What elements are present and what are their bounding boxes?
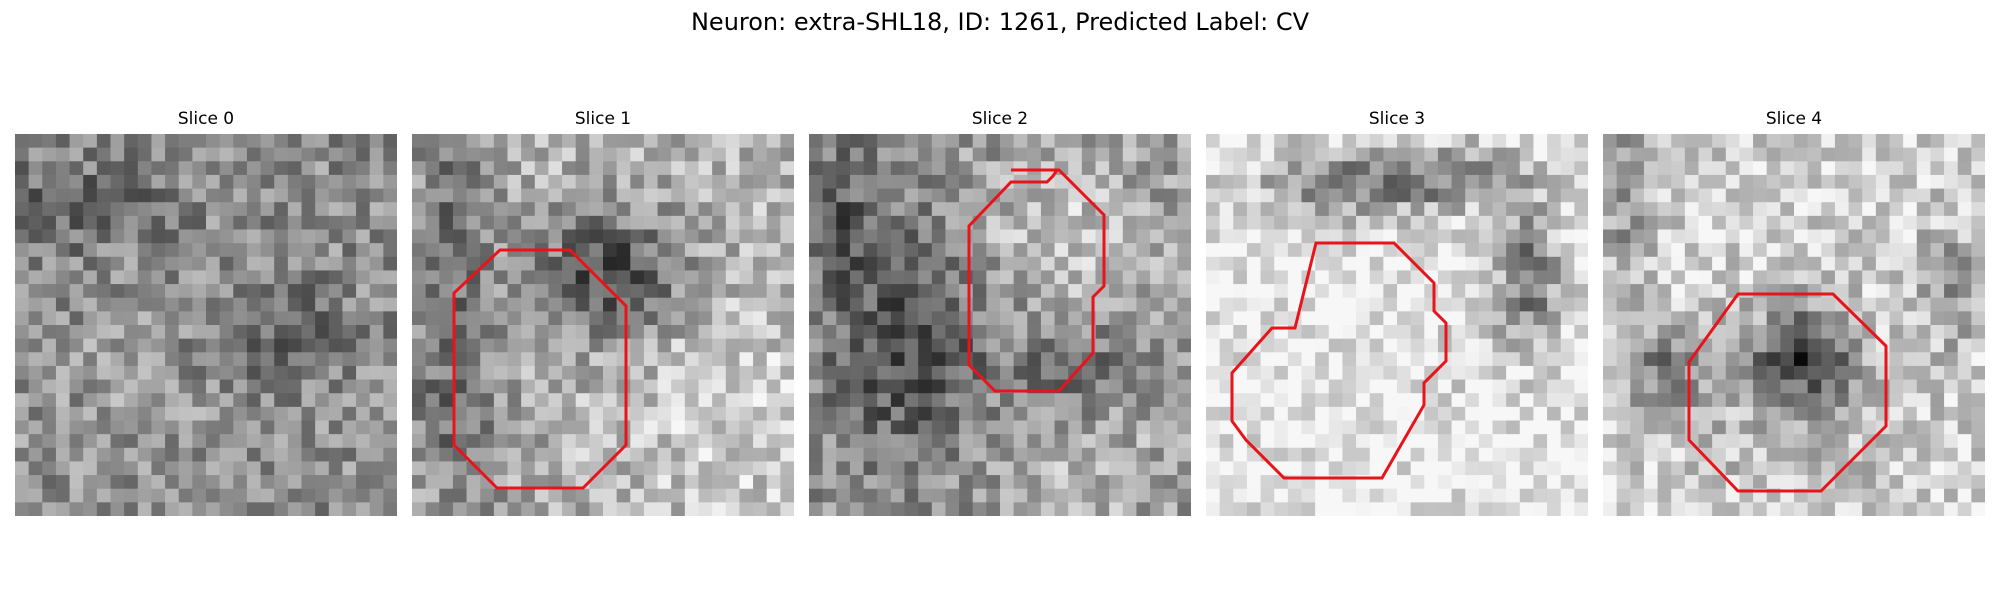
slice-image-1 bbox=[412, 134, 794, 516]
roi-outline-2 bbox=[967, 168, 1106, 393]
roi-outline-3 bbox=[1230, 241, 1448, 480]
panel-title-4: Slice 4 bbox=[1765, 109, 1823, 129]
figure-suptitle: Neuron: extra-SHL18, ID: 1261, Predicted… bbox=[690, 8, 1310, 36]
slice-image-4 bbox=[1603, 134, 1985, 516]
slice-image-3 bbox=[1206, 134, 1588, 516]
panel-title-3: Slice 3 bbox=[1368, 109, 1426, 129]
slice-image-0 bbox=[15, 134, 397, 516]
panel-title-2: Slice 2 bbox=[971, 109, 1029, 129]
roi-outline-1 bbox=[452, 248, 628, 490]
panel-title-1: Slice 1 bbox=[574, 109, 632, 129]
slice-image-2 bbox=[809, 134, 1191, 516]
roi-outline-4 bbox=[1687, 292, 1888, 493]
panel-title-0: Slice 0 bbox=[177, 109, 235, 129]
